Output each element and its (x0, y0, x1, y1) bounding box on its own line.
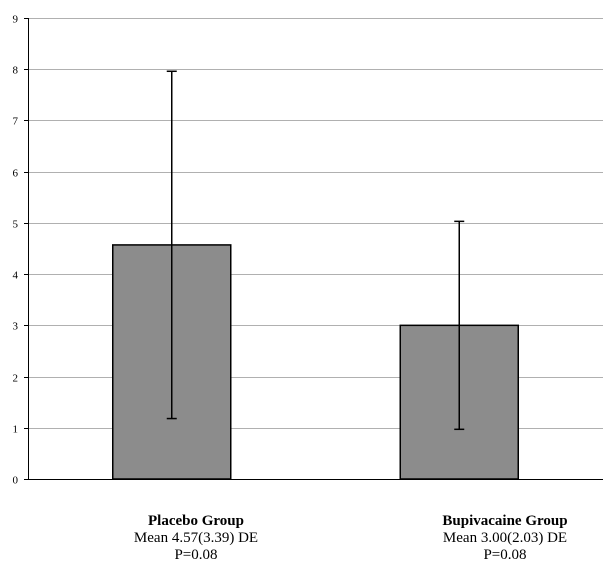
y-tick-label: 2 (13, 373, 19, 385)
category-mean: Mean 3.00(2.03) DE (442, 530, 568, 546)
y-tick-label: 0 (13, 475, 19, 487)
category-p-value: P=0.08 (174, 547, 218, 563)
bars (112, 244, 519, 480)
y-tick-label: 6 (13, 168, 19, 180)
y-tick-label: 7 (13, 116, 19, 128)
bar-chart: 0 1 2 3 4 5 6 7 8 9 (13, 14, 603, 487)
y-tick-label: 1 (13, 424, 19, 436)
y-tick-label: 8 (13, 65, 19, 77)
category-label-placebo: Placebo Group Mean 4.57(3.39) DE P=0.08 (86, 513, 306, 564)
y-axis-ticks: 0 1 2 3 4 5 6 7 8 9 (13, 14, 28, 487)
y-tick-label: 3 (13, 321, 19, 333)
category-name: Placebo Group (148, 513, 244, 529)
error-bar-0 (166, 70, 177, 420)
y-tick-label: 5 (13, 219, 19, 231)
error-bars (166, 70, 465, 431)
category-p-value: P=0.08 (483, 547, 527, 563)
category-mean: Mean 4.57(3.39) DE (133, 530, 259, 546)
category-label-bupivacaine: Bupivacaine Group Mean 3.00(2.03) DE P=0… (395, 513, 605, 564)
y-tick-label: 9 (13, 14, 19, 26)
y-tick-label: 4 (13, 270, 19, 282)
error-bar-1 (454, 220, 465, 431)
category-name: Bupivacaine Group (442, 513, 568, 529)
